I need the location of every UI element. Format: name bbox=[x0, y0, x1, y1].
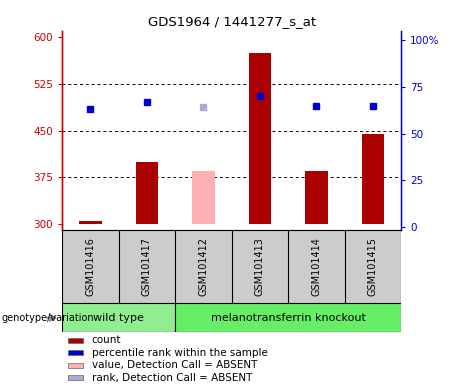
Text: GSM101414: GSM101414 bbox=[311, 237, 321, 296]
Bar bbox=[68, 363, 83, 367]
Text: value, Detection Call = ABSENT: value, Detection Call = ABSENT bbox=[92, 360, 257, 370]
Text: GSM101412: GSM101412 bbox=[198, 237, 208, 296]
Bar bbox=[68, 376, 83, 380]
Bar bbox=[136, 162, 158, 224]
Bar bbox=[79, 221, 102, 224]
Text: count: count bbox=[92, 335, 121, 345]
Bar bbox=[175, 303, 401, 332]
Text: GSM101413: GSM101413 bbox=[255, 237, 265, 296]
Bar bbox=[248, 53, 271, 224]
Text: melanotransferrin knockout: melanotransferrin knockout bbox=[211, 313, 366, 323]
Text: GSM101415: GSM101415 bbox=[368, 237, 378, 296]
Text: rank, Detection Call = ABSENT: rank, Detection Call = ABSENT bbox=[92, 373, 252, 383]
Bar bbox=[192, 171, 215, 224]
Text: GSM101416: GSM101416 bbox=[85, 237, 95, 296]
Bar bbox=[68, 338, 83, 343]
Bar bbox=[68, 351, 83, 355]
Bar bbox=[361, 134, 384, 224]
Text: wild type: wild type bbox=[93, 313, 144, 323]
Bar bbox=[305, 171, 328, 224]
Text: genotype/variation: genotype/variation bbox=[1, 313, 94, 323]
Text: percentile rank within the sample: percentile rank within the sample bbox=[92, 348, 268, 358]
Bar bbox=[62, 303, 175, 332]
Title: GDS1964 / 1441277_s_at: GDS1964 / 1441277_s_at bbox=[148, 15, 316, 28]
Text: GSM101417: GSM101417 bbox=[142, 237, 152, 296]
